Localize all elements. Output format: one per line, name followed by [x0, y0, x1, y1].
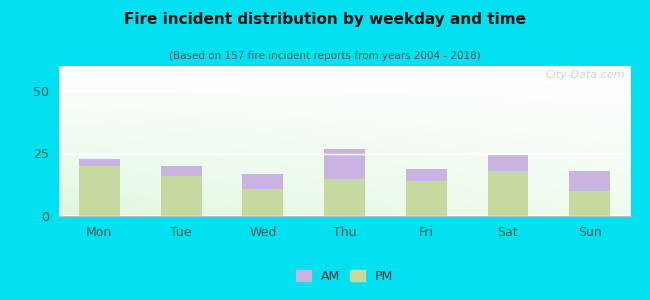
Text: Fire incident distribution by weekday and time: Fire incident distribution by weekday an… [124, 12, 526, 27]
Bar [161, 166, 202, 176]
Bar [569, 191, 610, 216]
Bar [324, 148, 365, 178]
Bar [242, 173, 283, 188]
Bar [79, 158, 120, 166]
Bar [406, 169, 447, 181]
Bar [324, 178, 365, 216]
Bar [161, 176, 202, 216]
Text: City-Data.com: City-Data.com [545, 70, 625, 80]
Text: (Based on 157 fire incident reports from years 2004 - 2018): (Based on 157 fire incident reports from… [169, 51, 481, 61]
Bar [406, 181, 447, 216]
Bar [488, 154, 528, 171]
Bar [79, 166, 120, 216]
Bar [569, 171, 610, 191]
Bar [242, 188, 283, 216]
Bar [488, 171, 528, 216]
Legend: AM, PM: AM, PM [291, 265, 398, 288]
